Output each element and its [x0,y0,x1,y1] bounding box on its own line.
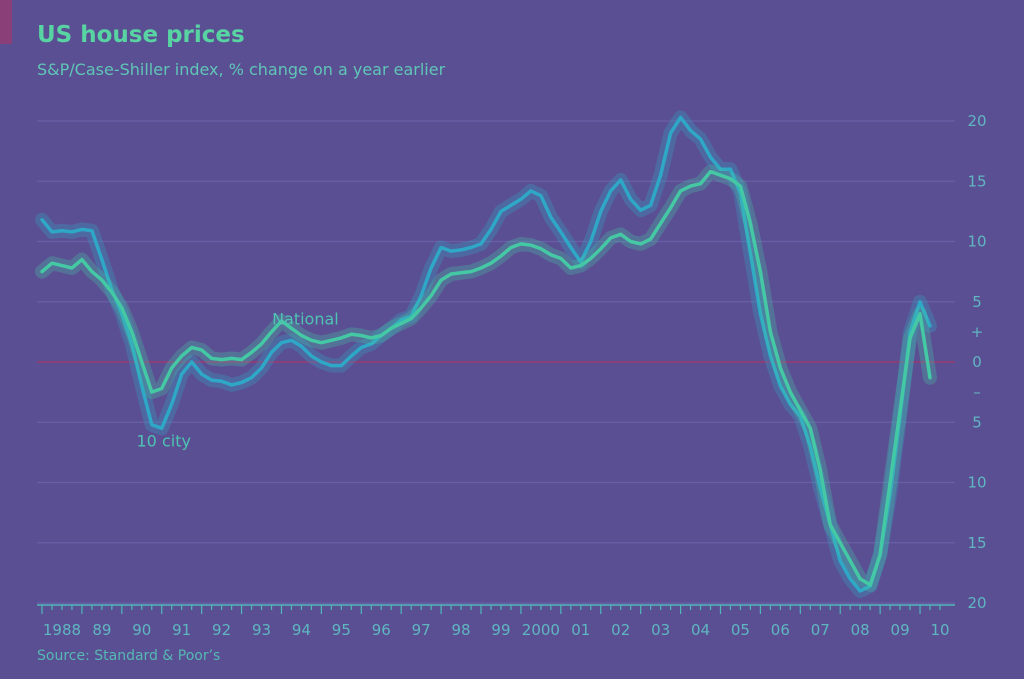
x-tick-label: 03 [651,621,670,639]
x-tick-label: 02 [611,621,630,639]
x-tick-label: 98 [452,621,471,639]
x-tick-label: 90 [132,621,151,639]
y-tick-label: 15 [967,534,986,552]
x-axis [37,604,955,614]
accent-bar [0,0,12,44]
y-tick-label: 5 [972,293,982,311]
x-tick-labels: 1988 89 90 91 92 93 94 95 96 97 98 99 2000 01 02 03 04 05… [43,621,950,639]
y-tick-labels: 20 15 10 5 +0 – 5 10 15 20 [967,112,986,612]
x-tick-label: 2000 [522,621,560,639]
x-tick-label: 1988 [43,621,81,639]
y-tick-label: 5 [972,413,982,431]
y-tick-label: 10 [967,233,986,251]
gridlines [37,120,955,604]
x-tick-label: 89 [92,621,111,639]
chart-source: Source: Standard & Poor’s [37,648,221,664]
series-label-10-city: 10 city [137,431,191,450]
x-tick-label: 96 [372,621,391,639]
series-labels: National 10 city [137,310,339,451]
x-tick-label: 07 [811,621,830,639]
x-tick-label: 04 [691,621,710,639]
series-line-national [40,169,932,587]
x-tick-label: 05 [731,621,750,639]
y-tick-label: + [971,323,984,341]
series-label-national: National [272,310,339,329]
y-tick-label: – [973,383,981,401]
x-tick-label: 01 [571,621,590,639]
y-tick-label: 20 [967,594,986,612]
y-tick-label: 15 [967,172,986,190]
x-tick-label: 91 [172,621,191,639]
chart-title: US house prices [37,22,245,48]
x-tick-label: 09 [891,621,910,639]
x-tick-label: 99 [491,621,510,639]
y-tick-label: 10 [967,474,986,492]
x-tick-label: 95 [332,621,351,639]
x-tick-label: 06 [771,621,790,639]
x-tick-label: 92 [212,621,231,639]
y-tick-label: 20 [967,112,986,130]
x-tick-label: 93 [252,621,271,639]
x-tick-label: 97 [412,621,431,639]
chart-subtitle: S&P/Case-Shiller index, % change on a ye… [37,60,446,79]
x-tick-label: 94 [292,621,311,639]
series-group [35,110,937,598]
series-line-10-city [40,115,932,593]
x-tick-label: 10 [930,621,949,639]
y-tick-label: 0 [972,353,982,371]
x-tick-label: 08 [851,621,870,639]
